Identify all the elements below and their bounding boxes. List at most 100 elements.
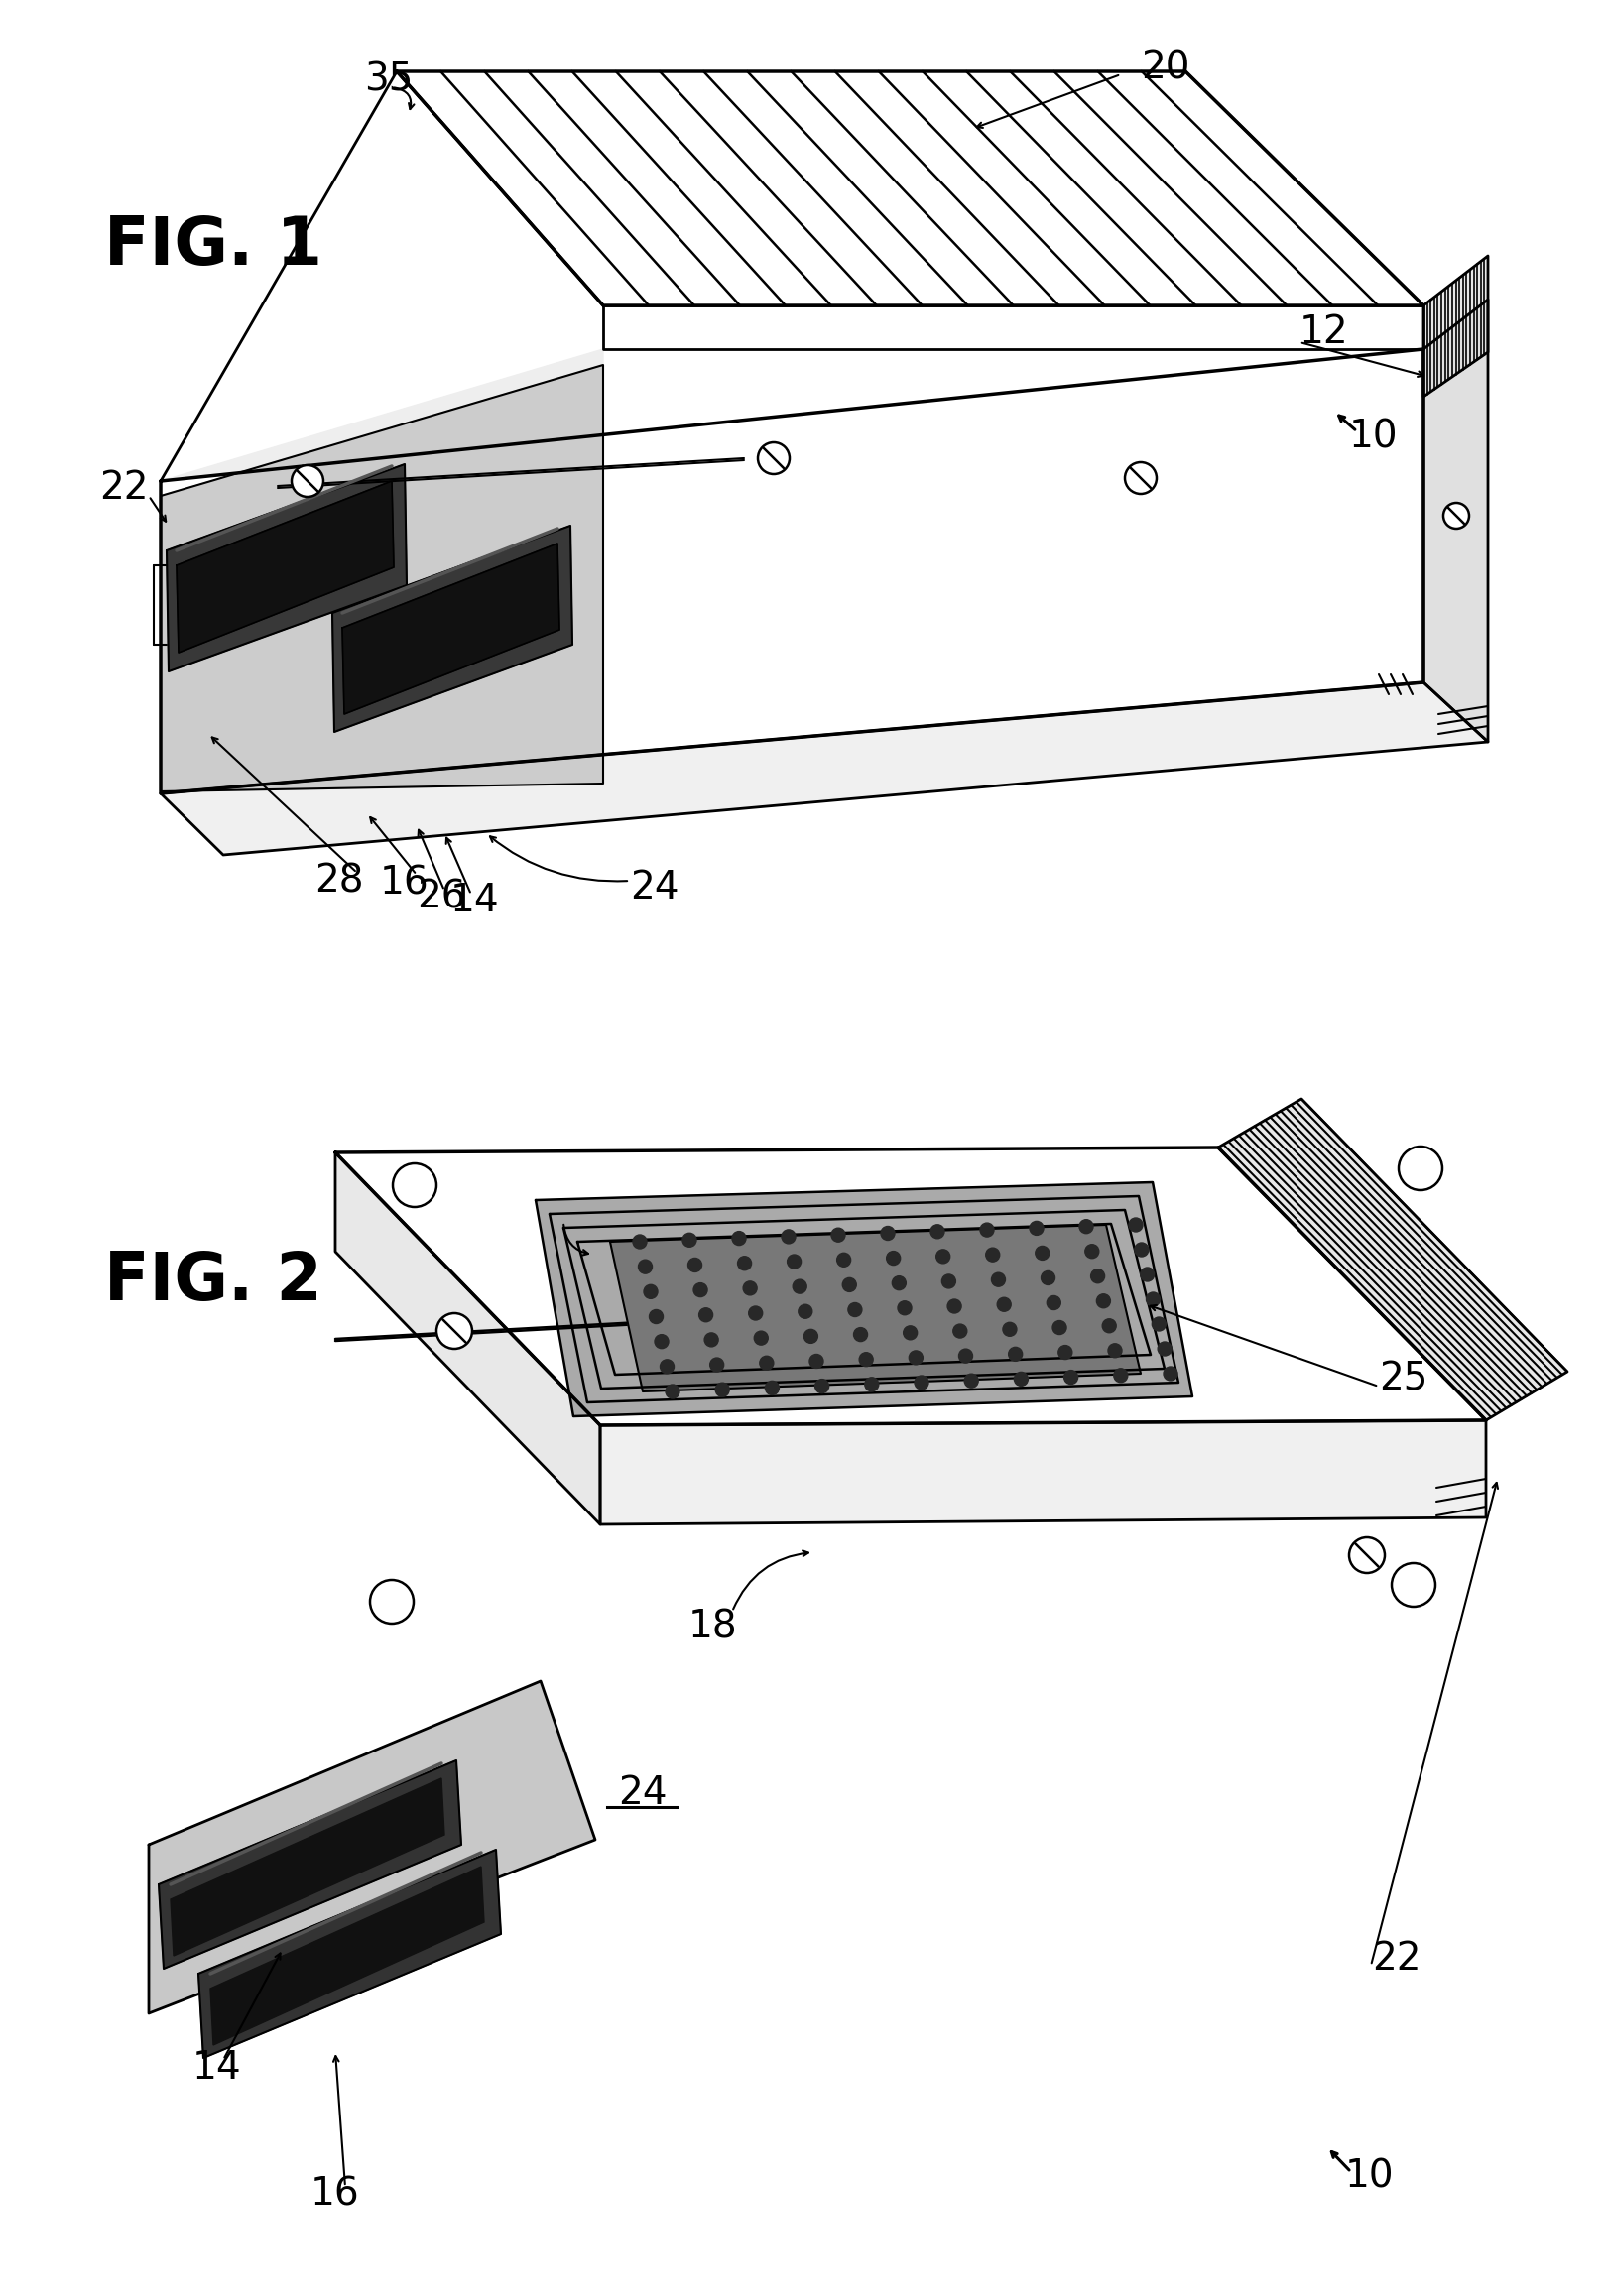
Circle shape [843,1279,856,1293]
Polygon shape [610,1224,1140,1391]
Circle shape [660,1359,675,1373]
Circle shape [887,1251,901,1265]
Polygon shape [170,1779,445,1956]
Polygon shape [161,682,1487,854]
Circle shape [1164,1366,1177,1380]
Circle shape [809,1355,824,1368]
Circle shape [760,1357,774,1371]
Circle shape [737,1256,752,1270]
Text: 22: 22 [1372,1940,1421,1977]
Circle shape [986,1247,999,1263]
Polygon shape [342,544,559,714]
Circle shape [437,1313,472,1348]
Circle shape [814,1380,829,1394]
Circle shape [1140,1267,1155,1281]
Circle shape [793,1279,806,1293]
Circle shape [1041,1272,1055,1286]
Text: FIG. 2: FIG. 2 [104,1249,323,1313]
Circle shape [1147,1293,1160,1306]
Circle shape [655,1334,668,1348]
Text: FIG. 1: FIG. 1 [104,214,323,278]
Circle shape [991,1272,1005,1286]
Text: 26: 26 [418,877,466,916]
Text: 16: 16 [381,863,429,902]
Circle shape [1129,1217,1143,1233]
Circle shape [755,1332,768,1345]
Text: 14: 14 [191,2048,241,2087]
Circle shape [1058,1345,1073,1359]
Text: 12: 12 [1299,315,1349,351]
Circle shape [1108,1343,1123,1357]
Circle shape [1015,1373,1028,1387]
Circle shape [369,1580,414,1623]
Circle shape [633,1235,647,1249]
Circle shape [705,1334,718,1348]
Polygon shape [167,464,406,670]
Circle shape [683,1233,697,1247]
Polygon shape [536,1182,1192,1417]
Circle shape [1009,1348,1023,1362]
Polygon shape [159,1761,461,1968]
Polygon shape [1217,1100,1567,1421]
Circle shape [1036,1247,1049,1261]
Circle shape [1052,1320,1066,1334]
Circle shape [936,1249,951,1263]
Circle shape [864,1378,878,1391]
Circle shape [859,1352,874,1366]
Circle shape [1444,503,1469,528]
Circle shape [715,1382,729,1396]
Polygon shape [199,1851,501,2057]
Circle shape [903,1325,917,1341]
Circle shape [1392,1564,1436,1607]
Polygon shape [149,1681,596,2014]
Circle shape [782,1231,795,1244]
Circle shape [980,1224,994,1238]
Circle shape [1158,1341,1172,1355]
Circle shape [758,443,790,473]
Polygon shape [1423,255,1487,397]
Text: 18: 18 [687,1607,737,1646]
Text: 35: 35 [365,60,413,99]
Circle shape [710,1357,724,1371]
Circle shape [1115,1368,1127,1382]
Circle shape [964,1373,978,1387]
Polygon shape [604,305,1423,349]
Text: 24: 24 [630,868,679,907]
Circle shape [914,1375,928,1389]
Polygon shape [177,482,393,652]
Circle shape [1135,1242,1148,1256]
Circle shape [854,1327,867,1341]
Circle shape [832,1228,845,1242]
Circle shape [930,1224,944,1238]
Circle shape [694,1283,707,1297]
Polygon shape [397,71,1423,305]
Circle shape [909,1350,923,1364]
Circle shape [644,1286,658,1300]
Circle shape [787,1254,801,1267]
Circle shape [837,1254,851,1267]
Polygon shape [210,1867,483,2046]
Circle shape [393,1164,437,1208]
Circle shape [732,1231,745,1244]
Circle shape [805,1329,817,1343]
Text: 10: 10 [1349,418,1399,455]
Text: 22: 22 [100,468,148,507]
Text: 10: 10 [1344,2158,1394,2195]
Circle shape [798,1304,813,1318]
Circle shape [898,1302,912,1316]
Circle shape [699,1309,713,1322]
Circle shape [638,1261,652,1274]
Circle shape [1124,461,1156,494]
Circle shape [952,1325,967,1339]
Circle shape [649,1309,663,1322]
Text: 28: 28 [315,861,365,900]
Text: 25: 25 [1380,1359,1428,1398]
Circle shape [891,1277,906,1290]
Circle shape [748,1306,763,1320]
Circle shape [687,1258,702,1272]
Text: 20: 20 [1140,48,1190,87]
Circle shape [1097,1295,1110,1309]
Circle shape [948,1300,962,1313]
Polygon shape [161,349,1423,794]
Polygon shape [336,1153,601,1525]
